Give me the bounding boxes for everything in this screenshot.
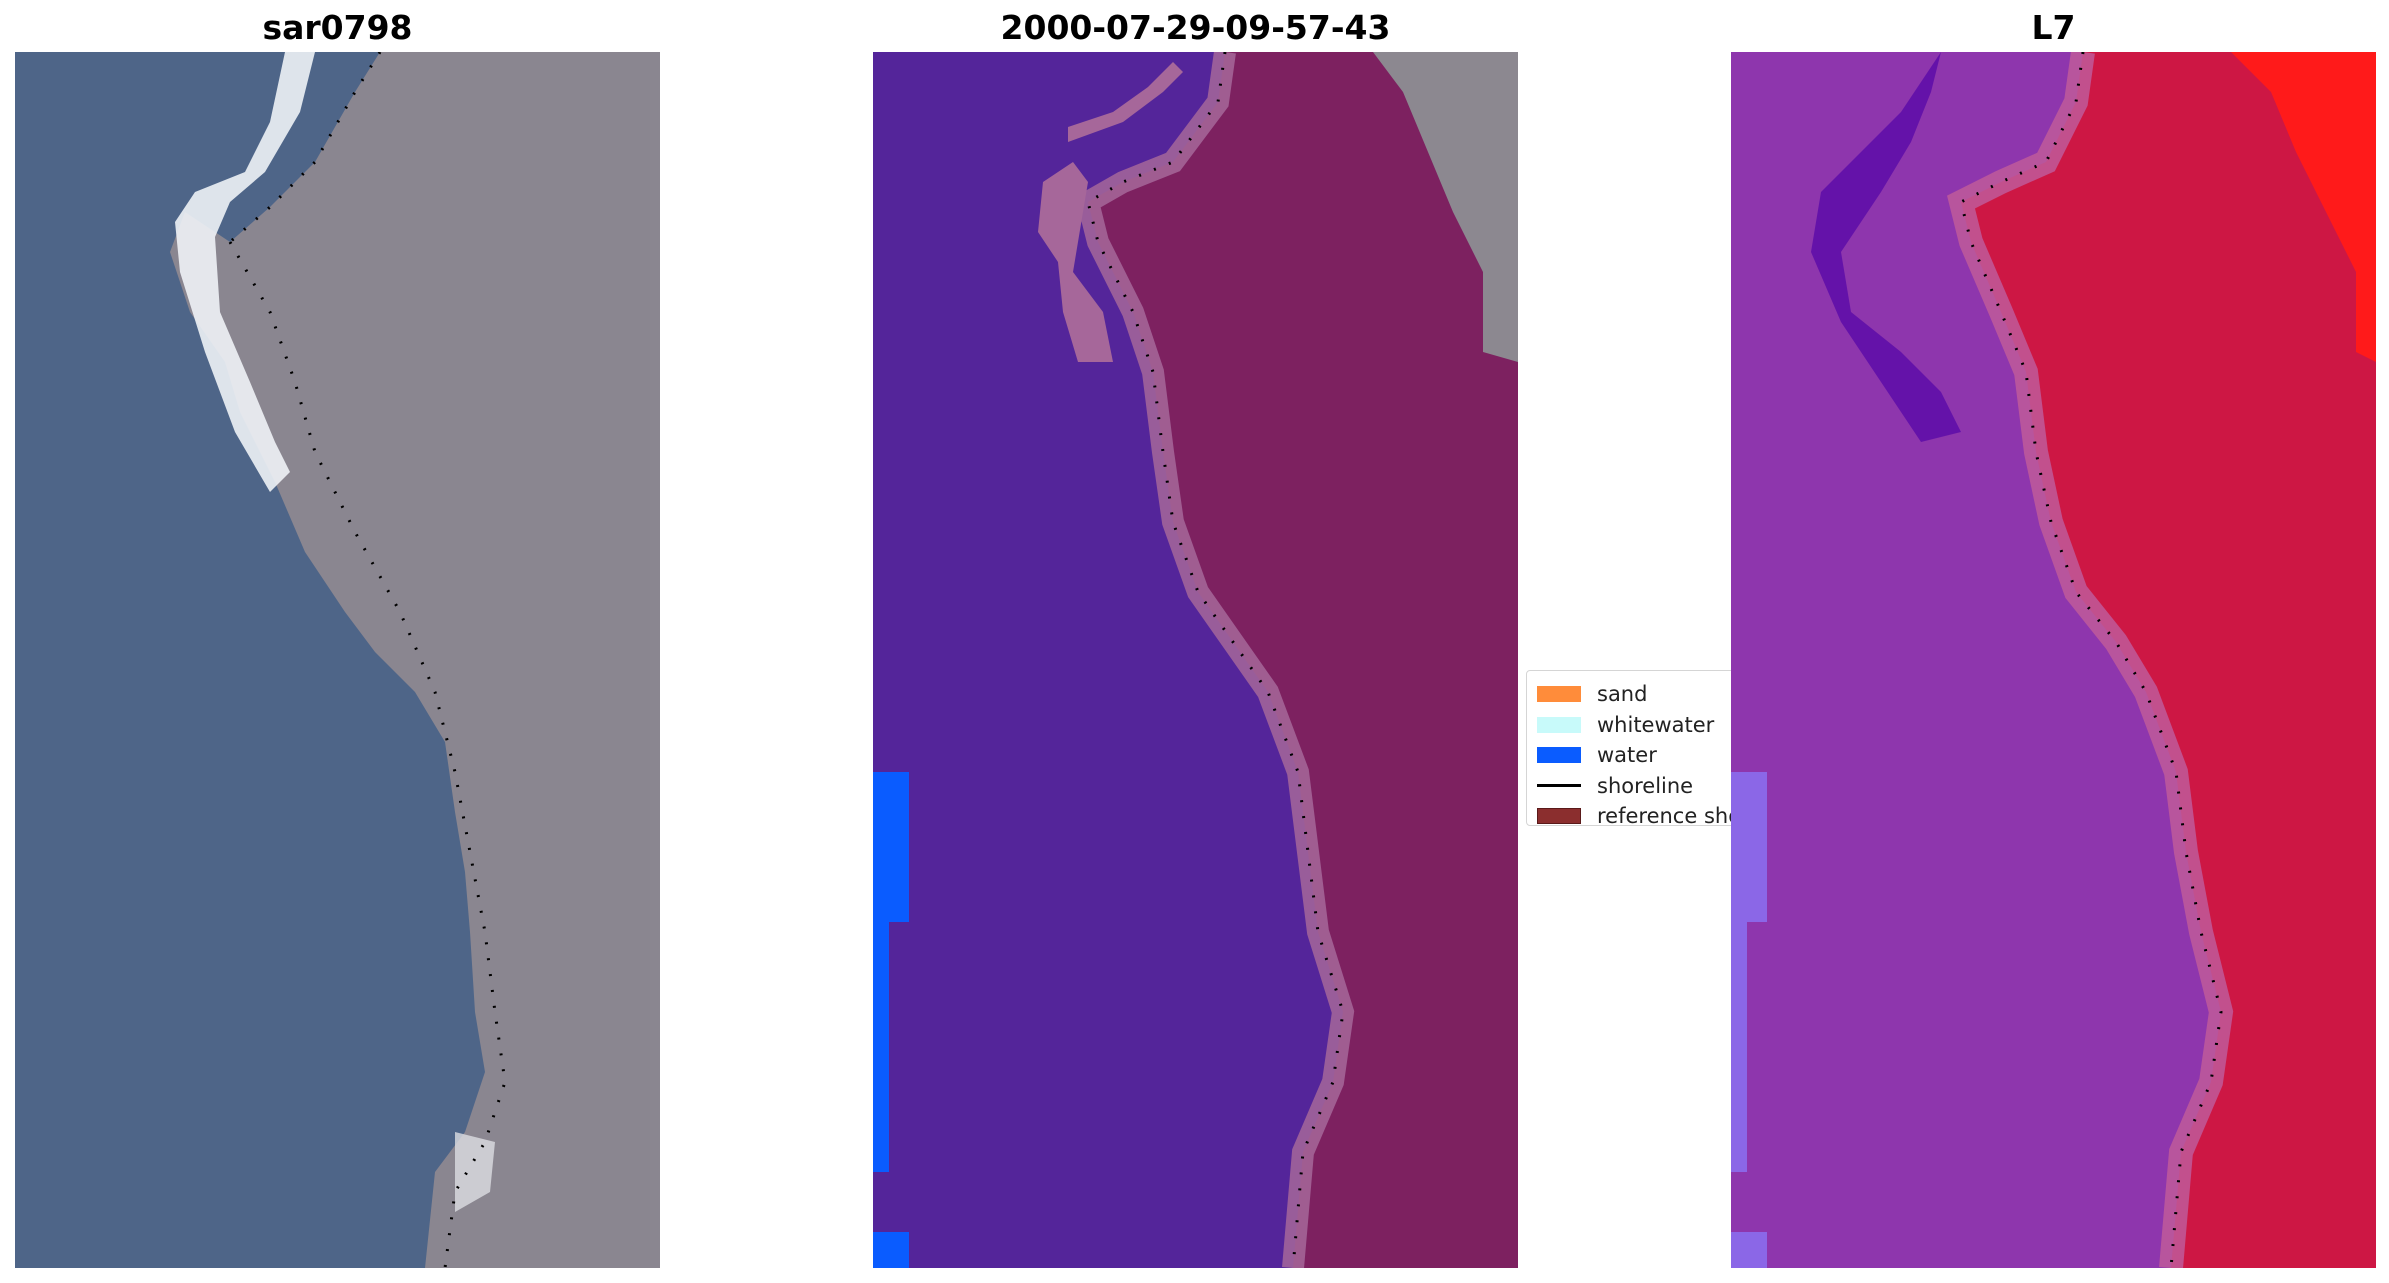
classified-image-panel [873,52,1518,1268]
index-image-panel [1731,52,2376,1268]
sand-swatch [1537,686,1581,703]
legend-item-reference-shoreline: reference shoreline [1537,801,1735,826]
legend-item-water: water [1537,740,1735,771]
legend-label: water [1597,743,1657,768]
classified-image [873,52,1518,1268]
shoreline-line-swatch [1537,784,1581,788]
legend-label: sand [1597,682,1648,707]
legend-item-shoreline: shoreline [1537,771,1735,802]
shoreline-dots [229,52,382,244]
legend-item-sand: sand [1537,679,1735,710]
index-image [1731,52,2376,1268]
legend-label: whitewater [1597,712,1715,737]
whitewater-swatch [1537,716,1581,733]
panel-title-rgb: sar0798 [262,8,413,47]
rgb-image [15,52,660,1268]
legend-label: reference shoreline [1597,804,1735,826]
legend-item-whitewater: whitewater [1537,710,1735,741]
legend: sand whitewater water shoreline referenc… [1526,670,1736,826]
water-swatch [1537,747,1581,764]
panel-title-index: L7 [2031,8,2076,47]
legend-label: shoreline [1597,773,1694,798]
rgb-image-panel [15,52,660,1268]
reference-shoreline-swatch [1537,808,1581,825]
panel-title-classified: 2000-07-29-09-57-43 [1000,8,1391,47]
